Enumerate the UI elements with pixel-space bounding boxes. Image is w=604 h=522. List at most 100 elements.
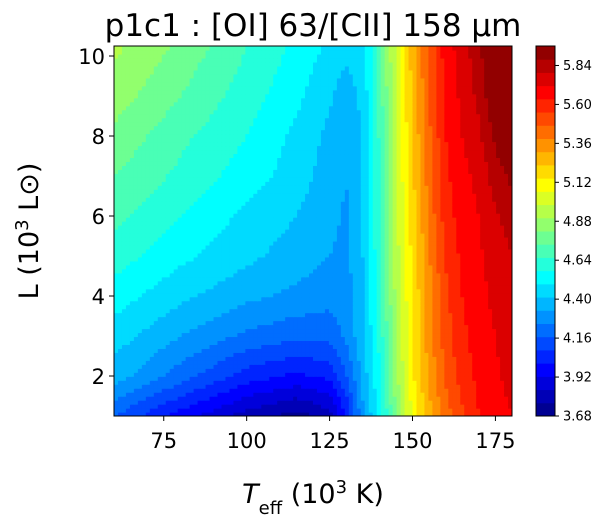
contour-cell <box>229 360 234 365</box>
contour-cell <box>504 240 509 246</box>
contour-cell <box>360 304 366 310</box>
contour-cell <box>472 248 477 254</box>
contour-cell <box>468 376 473 381</box>
contour-cell <box>488 276 493 282</box>
contour-cell <box>324 284 330 290</box>
contour-cell <box>165 384 171 389</box>
contour-cell <box>189 240 195 246</box>
contour-cell <box>197 244 203 250</box>
contour-cell <box>356 252 362 258</box>
contour-cell <box>229 236 234 242</box>
contour-cell <box>117 312 123 318</box>
contour-cell <box>416 312 422 318</box>
contour-cell <box>344 217 350 222</box>
contour-cell <box>480 232 485 238</box>
contour-cell <box>492 340 497 345</box>
contour-cell <box>273 240 278 246</box>
contour-cell <box>185 332 191 338</box>
contour-cell <box>245 280 250 286</box>
contour-cell <box>181 396 187 401</box>
contour-cell <box>173 384 179 389</box>
contour-cell <box>185 328 191 334</box>
contour-cell <box>189 232 195 238</box>
contour-cell <box>141 392 147 397</box>
contour-cell <box>293 376 298 381</box>
contour-cell <box>404 332 410 338</box>
contour-cell <box>448 288 453 294</box>
contour-cell <box>364 232 370 238</box>
contour-cell <box>253 284 258 290</box>
contour-cell <box>173 221 179 226</box>
contour-cell <box>177 348 183 353</box>
contour-cell <box>137 268 143 274</box>
contour-cell <box>285 352 290 357</box>
contour-cell <box>420 340 426 345</box>
contour-cell <box>380 316 386 322</box>
contour-cell <box>117 288 123 294</box>
contour-cell <box>484 248 489 254</box>
contour-cell <box>496 384 501 389</box>
contour-cell <box>293 232 298 238</box>
contour-cell <box>201 221 207 226</box>
contour-cell <box>388 292 394 298</box>
contour-cell <box>316 236 322 242</box>
contour-cell <box>129 412 135 416</box>
contour-cell <box>169 352 175 357</box>
contour-cell <box>221 236 227 242</box>
contour-cell <box>428 217 433 222</box>
contour-cell <box>185 400 191 405</box>
contour-cell <box>177 320 183 326</box>
contour-cell <box>488 380 493 385</box>
contour-cell <box>388 332 394 338</box>
contour-cell <box>396 356 402 361</box>
contour-cell <box>181 384 187 389</box>
contour-cell <box>273 400 278 405</box>
contour-cell <box>492 348 497 353</box>
contour-cell <box>332 225 338 230</box>
contour-cell <box>496 356 501 361</box>
contour-cell <box>348 324 354 330</box>
contour-cell <box>452 360 457 365</box>
contour-cell <box>496 376 501 381</box>
contour-cell <box>388 344 394 349</box>
contour-cell <box>388 272 394 278</box>
contour-cell <box>412 320 418 326</box>
contour-cell <box>440 276 445 282</box>
contour-cell <box>289 380 294 385</box>
contour-cell <box>285 225 290 230</box>
contour-cell <box>464 225 469 230</box>
contour-cell <box>456 412 461 416</box>
contour-cell <box>472 352 477 357</box>
contour-cell <box>336 288 342 294</box>
contour-cell <box>221 232 227 238</box>
contour-cell <box>336 396 342 401</box>
contour-cell <box>145 400 151 405</box>
contour-cell <box>293 324 298 330</box>
contour-cell <box>261 244 266 250</box>
contour-cell <box>324 232 330 238</box>
contour-cell <box>173 232 179 238</box>
contour-cell <box>257 336 262 342</box>
contour-cell <box>237 252 242 258</box>
contour-cell <box>285 328 290 334</box>
contour-cell <box>169 396 175 401</box>
contour-cell <box>301 264 306 270</box>
contour-cell <box>372 272 378 278</box>
contour-cell <box>173 372 179 377</box>
contour-cell <box>412 312 418 318</box>
contour-cell <box>305 316 310 322</box>
contour-cell <box>460 344 465 349</box>
contour-cell <box>384 408 390 413</box>
contour-cell <box>420 221 426 226</box>
contour-cell <box>221 356 227 361</box>
contour-cell <box>197 380 203 385</box>
contour-cell <box>332 236 338 242</box>
contour-cell <box>372 340 378 345</box>
contour-cell <box>125 252 131 258</box>
contour-cell <box>117 372 123 377</box>
contour-cell <box>129 312 135 318</box>
contour-cell <box>452 328 457 334</box>
contour-cell <box>380 324 386 330</box>
contour-cell <box>488 232 493 238</box>
contour-cell <box>436 284 441 290</box>
